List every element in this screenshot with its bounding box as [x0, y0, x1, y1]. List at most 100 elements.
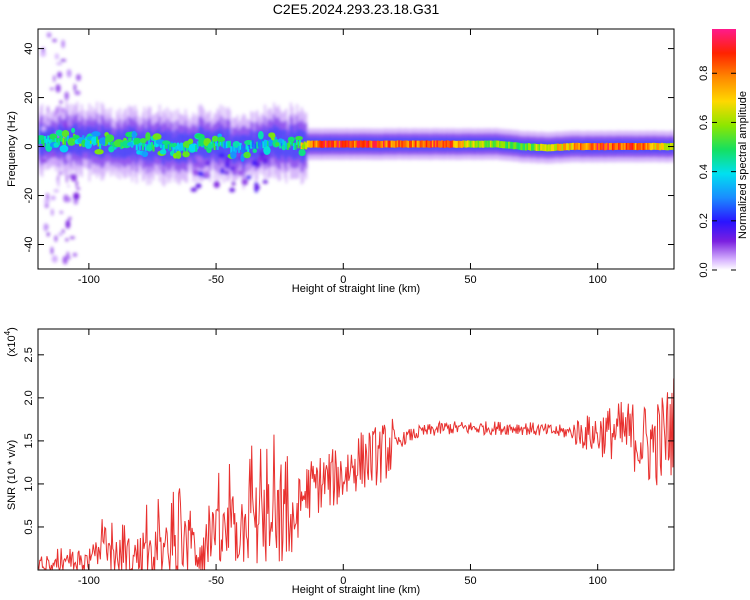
- spectrogram-ridge-cell: [120, 142, 123, 150]
- spectrogram-ridge-cell: [486, 140, 489, 148]
- spectrogram-ridge-cell: [372, 140, 375, 148]
- spectrogram-blob: [175, 150, 182, 159]
- spectrogram-ridge-cell: [666, 143, 670, 151]
- spectrogram-ridge-cell: [518, 143, 521, 151]
- spectrogram-ridge-cell: [219, 138, 222, 146]
- spectrogram-speckle: [57, 178, 60, 188]
- spectrogram-speckle: [67, 120, 71, 126]
- spectrogram-ridge-cell: [320, 140, 323, 148]
- spectrogram-x-axis-label: Height of straight line (km): [292, 283, 420, 295]
- spectrogram-ridge-cell: [590, 143, 593, 151]
- spectrogram-ridge-cell: [312, 140, 315, 148]
- spectrogram-ridge-cell: [430, 140, 433, 148]
- spectrogram-ridge-cell: [366, 140, 369, 148]
- spectrogram-ridge-cell: [439, 140, 442, 148]
- snr-y-multiplier: (x104): [3, 327, 18, 357]
- spectrogram-ridge-cell: [355, 140, 358, 148]
- spectrogram-ridge-cell: [408, 140, 412, 148]
- spectrogram-blob: [49, 133, 58, 140]
- spectrogram-ridge-cell: [42, 139, 45, 147]
- spectrogram-ridge-cell: [315, 140, 318, 148]
- spectrogram-ridge-cell: [85, 136, 88, 144]
- spectrogram-ridge-cell: [141, 143, 144, 151]
- spectrogram-ridge-cell: [244, 145, 247, 153]
- spectrogram-blob: [53, 142, 60, 148]
- spectrogram-speckle: [254, 182, 259, 186]
- spectrogram-speckle: [192, 169, 200, 176]
- spectrogram-speckle: [51, 255, 58, 263]
- spectrogram-speckle: [50, 195, 56, 201]
- spectrogram-blob: [278, 138, 284, 144]
- spectrogram-ridge-cell: [437, 140, 441, 148]
- spectrogram-speckle: [76, 187, 81, 190]
- spectrogram-speckle: [224, 161, 230, 169]
- spectrogram-ridge-cell: [150, 142, 154, 149]
- spectrogram-speckle: [53, 189, 59, 193]
- spectrogram-ridge-cell: [231, 146, 234, 154]
- snr-multiplier-base: (x10: [6, 335, 18, 356]
- spectrogram-ridge-cell: [552, 144, 555, 152]
- spectrogram-ridge-cell: [534, 143, 537, 151]
- spectrogram-ridge-cell: [517, 142, 520, 150]
- spectrogram-ridge-cell: [563, 143, 566, 151]
- spectrogram-ridge-cell: [579, 143, 582, 151]
- spectrogram-ridge-cell: [404, 140, 407, 148]
- spectrogram-ridge-cell: [648, 142, 651, 150]
- spectrogram-ridge-cell: [538, 144, 541, 151]
- spectrogram-blob: [105, 134, 115, 143]
- spectrogram-speckle: [41, 126, 46, 132]
- spectrogram-blob: [243, 151, 251, 159]
- spectrogram-ridge-cell: [566, 143, 569, 151]
- spectrogram-ridge-cell: [317, 140, 320, 148]
- spectrogram-speckle: [64, 91, 69, 101]
- spectrogram-ridge-cell: [537, 144, 540, 152]
- spectrogram-y-tick-label: 0: [23, 143, 35, 149]
- spectrogram-ridge-cell: [59, 134, 62, 142]
- spectrogram-speckle: [219, 167, 225, 175]
- spectrogram-ridge-cell: [265, 139, 268, 147]
- spectrogram-ridge-cell: [176, 142, 180, 150]
- spectrogram-ridge-cell: [390, 140, 393, 148]
- spectrogram-ridge-cell: [186, 145, 189, 153]
- spectrogram-ridge-cell: [161, 144, 164, 152]
- spectrogram-ridge-cell: [212, 138, 215, 146]
- spectrogram-ridge-cell: [479, 140, 482, 148]
- spectrogram-ridge-cell: [245, 142, 248, 150]
- spectrogram-speckle: [262, 180, 268, 184]
- spectrogram-blob: [152, 133, 162, 141]
- spectrogram-ridge-cell: [48, 139, 51, 147]
- spectrogram-blob: [281, 144, 286, 151]
- spectrogram-ridge-cell: [459, 140, 462, 148]
- spectrogram-ridge-cell: [367, 140, 370, 148]
- spectrogram-ridge-cell: [639, 143, 642, 150]
- spectrogram-ridge-cell: [453, 140, 456, 148]
- spectrogram-ridge-cell: [375, 140, 378, 148]
- spectrogram-speckle: [61, 229, 65, 234]
- spectrogram-ridge-cell: [384, 140, 387, 148]
- spectrogram-ridge-cell: [604, 143, 607, 151]
- spectrogram-ridge-cell: [569, 143, 572, 150]
- spectrogram-speckle: [195, 183, 202, 189]
- spectrogram-ridge-cell: [340, 140, 343, 148]
- spectrogram-ridge-cell: [469, 140, 473, 148]
- spectrogram-ridge-cell: [259, 142, 262, 150]
- spectrogram-speckle: [259, 156, 263, 162]
- spectrogram-ridge-cell: [521, 143, 524, 151]
- spectrogram-ridge-cell: [524, 143, 528, 151]
- spectrogram-speckle: [50, 87, 54, 91]
- spectrogram-ridge-cell: [425, 140, 428, 148]
- spectrogram-ridge-cell: [399, 140, 402, 148]
- spectrogram-speckle: [46, 232, 50, 237]
- spectrogram-ridge-cell: [376, 140, 379, 148]
- spectrogram-speckle: [196, 156, 203, 164]
- spectrogram-ridge-cell: [183, 145, 186, 152]
- spectrogram-speckle: [73, 198, 79, 205]
- spectrogram-ridge-cell: [505, 141, 508, 149]
- spectrogram-ridge-cell: [637, 142, 641, 150]
- spectrogram-ridge-cell: [279, 141, 282, 149]
- spectrogram-ridge-cell: [531, 143, 534, 151]
- spectrogram-ridge-cell: [514, 142, 517, 150]
- spectrogram-ridge-cell: [167, 144, 170, 152]
- spectrogram-blob: [145, 132, 151, 141]
